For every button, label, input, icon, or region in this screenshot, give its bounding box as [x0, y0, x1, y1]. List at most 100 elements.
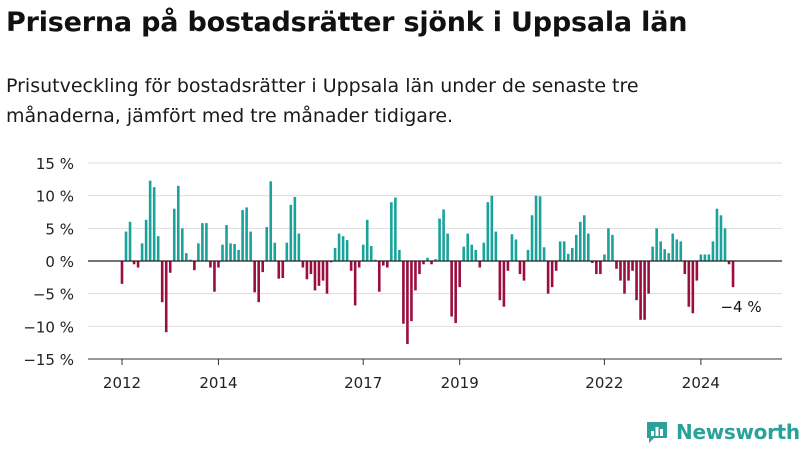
bar [213, 261, 216, 292]
annotation-label: −4 % [720, 298, 761, 316]
bar [164, 261, 168, 333]
bar [683, 261, 687, 275]
bar [510, 234, 514, 261]
bar [562, 241, 566, 261]
bar [703, 254, 707, 261]
bar [558, 241, 562, 261]
bar [168, 261, 172, 273]
bar [426, 257, 429, 261]
bar [530, 215, 534, 261]
x-tick-label: 2012 [103, 374, 141, 392]
bar [731, 261, 735, 288]
bar [221, 244, 224, 261]
bar [237, 249, 240, 261]
bar [361, 244, 365, 261]
x-tick-label: 2017 [344, 374, 382, 392]
brand-logo: Newsworthy [644, 418, 800, 446]
bar [205, 223, 208, 261]
bar [643, 261, 646, 320]
bar [494, 231, 498, 261]
bar [325, 261, 329, 294]
bar [329, 261, 333, 263]
annotation: −4 % [720, 298, 761, 316]
bar [152, 187, 156, 261]
page-subtitle: Prisutveckling för bostadsrätter i Uppsa… [6, 75, 639, 127]
bar [353, 261, 357, 306]
bar [546, 261, 550, 294]
bar [611, 234, 614, 261]
bar [699, 254, 703, 261]
bar [675, 239, 679, 261]
bar [603, 254, 606, 261]
bar [723, 228, 727, 261]
bar [679, 241, 683, 261]
bar [201, 223, 204, 261]
y-tick-label: 15 % [36, 155, 74, 173]
bar [136, 261, 140, 268]
bar [514, 239, 518, 261]
bar [498, 261, 502, 301]
bar [241, 210, 244, 261]
bar [671, 233, 675, 261]
bar [281, 261, 285, 278]
bar [522, 261, 526, 281]
bar [486, 202, 490, 261]
bar [430, 261, 433, 265]
bar [317, 261, 321, 286]
bar [482, 242, 486, 261]
bar [635, 261, 638, 301]
bars [120, 180, 735, 344]
bar [607, 228, 610, 261]
bar [711, 241, 715, 261]
y-axis-labels: 15 % 10 % 5 % 0 % −5 % −10 % −15 % [23, 155, 74, 369]
bar [695, 261, 699, 281]
bar [534, 195, 538, 261]
bar [687, 261, 691, 307]
x-tick-label: 2024 [682, 374, 720, 392]
bar [148, 180, 152, 261]
bar [333, 247, 337, 261]
bar [128, 221, 132, 261]
bar [357, 261, 361, 268]
x-tick-label: 2019 [441, 374, 479, 392]
bar [313, 261, 317, 291]
bar [277, 261, 281, 279]
bar [474, 249, 478, 261]
bar [418, 261, 421, 275]
bar [478, 261, 482, 268]
bar [691, 261, 695, 314]
bar [490, 195, 494, 261]
bar [639, 261, 642, 320]
bar [193, 261, 196, 271]
bar [583, 215, 586, 261]
y-tick-label: −10 % [23, 318, 74, 336]
bar [526, 249, 530, 261]
y-tick-label: 5 % [45, 220, 74, 238]
bar [377, 261, 381, 292]
bar [574, 234, 578, 261]
bar [229, 243, 232, 261]
bar [156, 236, 160, 261]
bar [209, 261, 212, 268]
bar [140, 243, 144, 261]
bar [293, 196, 297, 261]
bar [217, 261, 220, 268]
bar [458, 261, 461, 288]
bar [185, 253, 188, 261]
bar [124, 231, 128, 261]
bar [406, 261, 409, 344]
y-tick-label: −15 % [23, 351, 74, 369]
bar [655, 228, 658, 261]
bar [414, 261, 417, 291]
bar [249, 231, 252, 261]
bar [410, 261, 413, 322]
bar [382, 261, 385, 266]
bar [434, 259, 437, 261]
bar [502, 261, 506, 307]
bar [442, 209, 445, 261]
bar [619, 261, 622, 281]
bar [542, 247, 546, 261]
bar [189, 259, 192, 261]
bar [727, 261, 731, 265]
